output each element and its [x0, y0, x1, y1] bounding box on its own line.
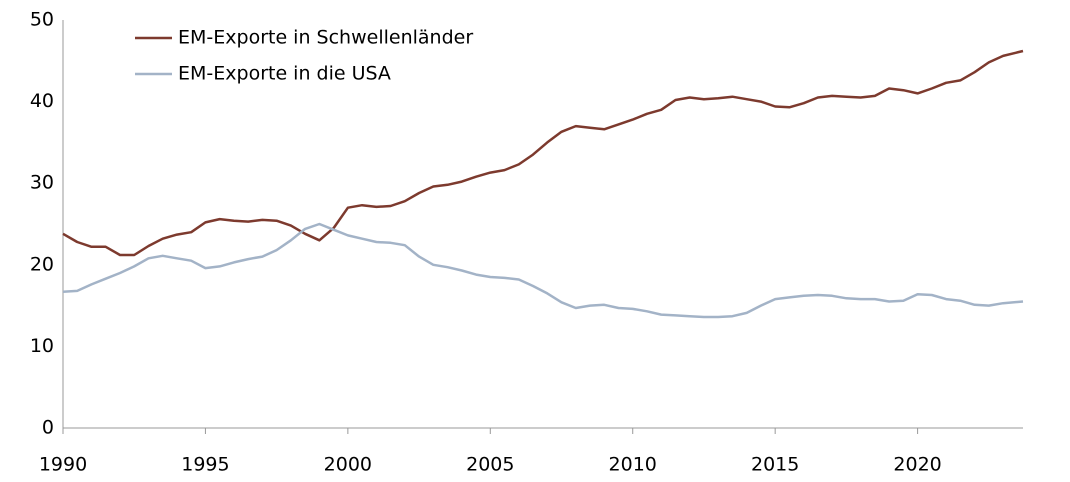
y-tick-label: 50: [30, 9, 54, 31]
x-tick-label: 2020: [893, 454, 941, 476]
series-line: [62, 222, 1024, 319]
y-tick-label: 20: [30, 253, 54, 275]
series-line: [62, 49, 1024, 257]
x-tick-label: 1995: [181, 454, 229, 476]
x-tick-label: 2010: [609, 454, 657, 476]
x-tick-label: 2000: [324, 454, 372, 476]
x-tick-label: 1990: [39, 454, 87, 476]
y-tick-label: 30: [30, 172, 54, 194]
y-tick-label: 0: [42, 417, 54, 439]
legend-label: EM-Exporte in die USA: [178, 63, 391, 85]
x-tick-label: 2005: [466, 454, 514, 476]
y-tick-label: 10: [30, 335, 54, 357]
y-tick-label: 40: [30, 90, 54, 112]
x-tick-label: 2015: [751, 454, 799, 476]
legend-label: EM-Exporte in Schwellenländer: [178, 27, 473, 49]
